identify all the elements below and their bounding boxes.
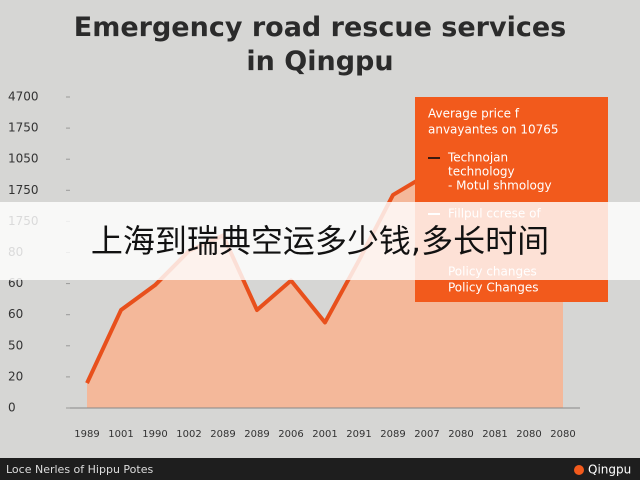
legend-item: - Motul shmology bbox=[448, 179, 552, 193]
legend-title: Average price f bbox=[428, 107, 520, 121]
x-tick-label: 1002 bbox=[176, 429, 201, 440]
x-tick-label: 2080 bbox=[550, 429, 575, 440]
x-tick-label: 2001 bbox=[312, 429, 337, 440]
y-tick-label: 50 bbox=[8, 338, 23, 352]
x-tick-label: 1001 bbox=[108, 429, 133, 440]
footer-right: Qingpu bbox=[588, 463, 631, 477]
x-tick-label: 2089 bbox=[210, 429, 235, 440]
y-tick-label: 0 bbox=[8, 401, 16, 415]
legend-item: technology bbox=[448, 165, 515, 179]
footer-logo bbox=[574, 465, 584, 475]
legend-title: anvayantes on 10765 bbox=[428, 123, 559, 137]
y-tick-label: 1750 bbox=[8, 121, 39, 135]
footer-left: Loce Nerles of Hippu Potes bbox=[6, 463, 153, 476]
y-tick-label: 4700 bbox=[8, 90, 39, 104]
x-tick-label: 2089 bbox=[380, 429, 405, 440]
x-tick-label: 1989 bbox=[74, 429, 99, 440]
x-tick-label: 2091 bbox=[346, 429, 371, 440]
x-tick-label: 2007 bbox=[414, 429, 439, 440]
x-tick-label: 2080 bbox=[516, 429, 541, 440]
y-tick-label: 20 bbox=[8, 369, 23, 383]
legend-item: Policy Changes bbox=[448, 281, 539, 295]
banner-text: 上海到瑞典空运多少钱,多长时间 bbox=[91, 222, 549, 260]
chart-title: Emergency road rescue services in Qingpu bbox=[74, 12, 566, 77]
x-tick-label: 1990 bbox=[142, 429, 167, 440]
footer-bg bbox=[0, 458, 640, 480]
banner-bg bbox=[0, 202, 640, 280]
x-tick-label: 2081 bbox=[482, 429, 507, 440]
x-tick-label: 2080 bbox=[448, 429, 473, 440]
legend-item: Technojan bbox=[447, 151, 508, 165]
x-tick-label: 2006 bbox=[278, 429, 303, 440]
y-tick-label: 1750 bbox=[8, 183, 39, 197]
x-tick-label: 2089 bbox=[244, 429, 269, 440]
y-tick-label: 60 bbox=[8, 307, 23, 321]
y-tick-label: 1050 bbox=[8, 152, 39, 166]
